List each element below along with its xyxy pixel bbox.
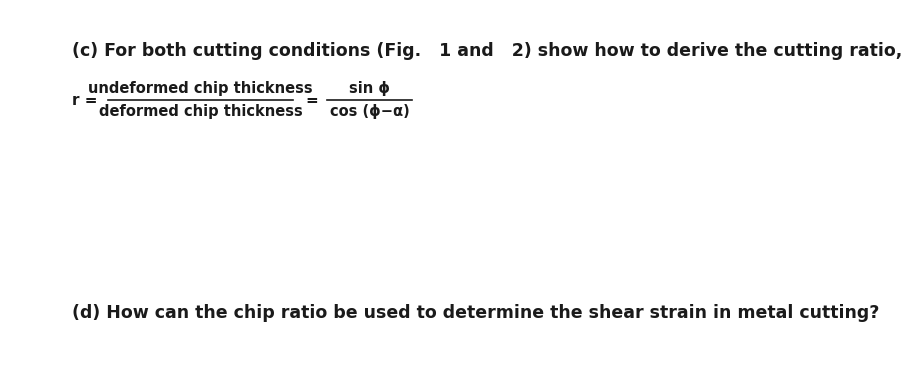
Text: (d) How can the chip ratio be used to determine the shear strain in metal cuttin: (d) How can the chip ratio be used to de… — [72, 304, 878, 322]
Text: r =: r = — [72, 92, 103, 107]
Text: (c) For both cutting conditions (Fig.   1 and   2) show how to derive the cuttin: (c) For both cutting conditions (Fig. 1 … — [72, 42, 901, 60]
Text: =: = — [304, 92, 317, 107]
Text: deformed chip thickness: deformed chip thickness — [98, 104, 302, 119]
Text: cos (ϕ−α): cos (ϕ−α) — [329, 104, 409, 119]
Text: undeformed chip thickness: undeformed chip thickness — [88, 81, 312, 96]
Text: sin ϕ: sin ϕ — [349, 81, 390, 96]
